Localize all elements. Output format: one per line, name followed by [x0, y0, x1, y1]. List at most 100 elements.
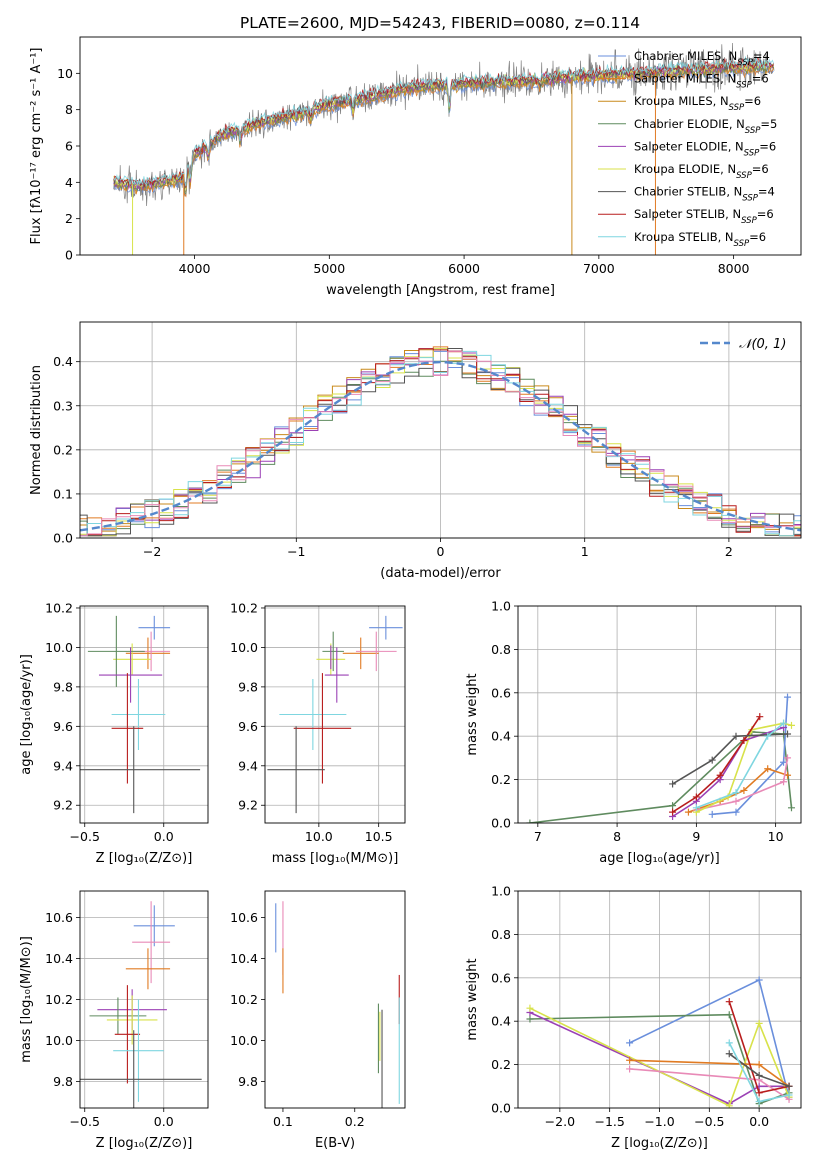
x-tick-label: 0: [437, 544, 445, 559]
y-tick-label: 9.8: [53, 679, 73, 694]
plot-area: [80, 346, 801, 537]
axes-frame: [264, 890, 406, 1109]
age-vs-metallicity-panel: −0.5 0.0 9.2 9.4 9.6 9.8 10.0 10.2 Z [log₁₀(Z/Z⊙…: [19, 600, 209, 866]
y-tick-label: 1.0: [491, 884, 511, 899]
mass-weight-point: [725, 998, 733, 1006]
mass-weight-line: [696, 757, 789, 811]
y-tick-label: 0.1: [53, 486, 73, 501]
age-vs-mass-panel: 10.0 10.5 9.2 9.4 9.6 9.8 10.0 10.2 mass [log₁₀(…: [230, 600, 406, 866]
y-tick-label: 10.2: [230, 992, 258, 1007]
legend-subscript: SSP: [737, 58, 753, 68]
y-tick-label: 0.2: [491, 1057, 511, 1072]
mass-weight-point: [784, 754, 792, 762]
y-tick-label: 10.6: [45, 910, 73, 925]
observed-spectrum-line: [113, 42, 775, 207]
x-tick-label: 6000: [448, 261, 480, 276]
y-tick-label: 6: [65, 139, 73, 154]
plot-area: [113, 42, 775, 255]
y-tick-label: 10.6: [230, 910, 258, 925]
x-tick-label: −2: [143, 544, 161, 559]
x-tick-label: 9: [692, 829, 700, 844]
mass-weight-line: [712, 697, 789, 816]
mass-weight-point: [716, 771, 724, 779]
mass-weight-point: [755, 1089, 763, 1097]
legend-subscript: SSP: [742, 194, 758, 204]
y-tick-label: 10.2: [45, 992, 73, 1007]
legend-suffix: =6: [752, 72, 769, 86]
mass-weight-point: [725, 1102, 733, 1108]
legend-label: Salpeter STELIB, N: [634, 207, 741, 221]
y-tick-label: 9.2: [238, 798, 258, 813]
y-tick-label: 10.0: [230, 1033, 258, 1048]
legend-suffix: =4: [753, 49, 770, 63]
mass-weight-point: [755, 1097, 763, 1105]
mass-weight-point: [692, 804, 700, 812]
legend-label: Kroupa STELIB, N: [634, 230, 734, 244]
y-tick-label: 0.0: [491, 816, 511, 831]
y-tick-label: 9.4: [53, 758, 73, 773]
residual-histogram-step: [80, 348, 801, 537]
mass-weight-point: [785, 1082, 793, 1090]
x-axis-label: E(B-V): [315, 1136, 355, 1151]
x-axis-label: mass [log₁₀(M/M⊙)]: [272, 851, 399, 866]
y-tick-label: 9.6: [53, 719, 73, 734]
normal-distribution-curve: [80, 360, 801, 532]
legend-suffix: =6: [752, 162, 769, 176]
x-tick-label: 5000: [313, 261, 345, 276]
plot-area: [275, 901, 400, 1108]
mass-weight-point: [526, 1015, 534, 1023]
y-axis-label: mass [log₁₀(M/M⊙)]: [19, 936, 34, 1063]
legend-entry: Kroupa STELIB, NSSP=6: [634, 230, 766, 249]
y-axis-label: Flux [fλ10⁻¹⁷ erg cm⁻² s⁻¹ A⁻¹]: [29, 48, 44, 245]
mass-weight-point: [755, 1071, 763, 1079]
mass-weight-point: [740, 737, 748, 745]
mass-weight-point: [526, 819, 534, 823]
y-tick-label: 0.4: [491, 1014, 511, 1029]
plot-area: [80, 901, 202, 1108]
y-tick-label: 10.0: [45, 640, 73, 655]
residual-histogram-step: [80, 348, 801, 537]
legend-entry: Kroupa ELODIE, NSSP=6: [634, 162, 769, 181]
x-tick-label: 0.0: [749, 1114, 769, 1129]
legend-entry: Chabrier MILES, NSSP=4: [634, 49, 770, 68]
plot-area: [526, 976, 793, 1108]
x-tick-label: −1.0: [644, 1114, 674, 1129]
x-tick-label: 0.1: [273, 1114, 293, 1129]
mass-weight-point: [740, 786, 748, 794]
legend-suffix: =5: [760, 117, 777, 131]
x-tick-label: 10.0: [305, 829, 333, 844]
legend-label: Salpeter ELODIE, N: [634, 139, 744, 153]
plot-area: [526, 693, 795, 823]
y-tick-label: 2: [65, 211, 73, 226]
x-tick-label: 0.0: [154, 829, 174, 844]
mass-weight-point: [784, 693, 792, 701]
model-spectrum-line: [113, 58, 774, 190]
plot-area: [267, 615, 403, 814]
x-tick-label: 4000: [179, 261, 211, 276]
axes-frame: [264, 605, 406, 824]
mass-weight-point: [732, 732, 740, 740]
normal-legend-label: 𝒩(0, 1): [739, 337, 786, 352]
mass-weight-point: [755, 1061, 763, 1069]
mass-weight-point: [732, 808, 740, 816]
legend-entry: Chabrier ELODIE, NSSP=5: [634, 117, 777, 136]
y-tick-label: 0.0: [53, 531, 73, 546]
legend-entry: Salpeter STELIB, NSSP=6: [634, 207, 774, 226]
y-axis-label: age [log₁₀(age/yr)]: [19, 654, 34, 775]
x-tick-label: 0.2: [345, 1114, 365, 1129]
x-axis-label: age [log₁₀(age/yr)]: [599, 851, 720, 866]
mass-weight-point: [732, 789, 740, 797]
x-tick-label: −0.5: [70, 829, 100, 844]
mass-weight-point: [626, 1039, 634, 1047]
legend-subscript: SSP: [734, 239, 750, 249]
legend-label: Chabrier MILES, N: [634, 49, 737, 63]
mass-weight-point: [626, 1056, 634, 1064]
legend-entry: Salpeter MILES, NSSP=6: [634, 72, 769, 91]
mass-weight-point: [755, 1019, 763, 1027]
y-tick-label: 10.0: [230, 640, 258, 655]
y-tick-label: 10.4: [45, 951, 73, 966]
y-tick-label: 9.8: [238, 679, 258, 694]
x-axis-label: (data-model)/error: [380, 566, 501, 581]
figure-title: PLATE=2600, MJD=54243, FIBERID=0080, z=0…: [240, 14, 640, 32]
legend-label: Kroupa MILES, N: [634, 94, 729, 108]
